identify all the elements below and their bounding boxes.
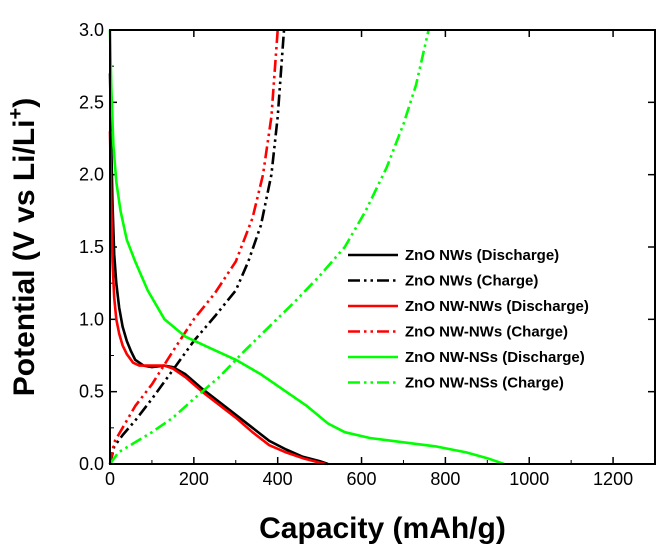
x-tick-label: 400 <box>263 469 293 489</box>
series-lines <box>108 29 505 466</box>
x-tick-label: 1000 <box>509 469 549 489</box>
legend-label: ZnO NW-NSs (Charge) <box>405 375 564 392</box>
legend: ZnO NWs (Discharge) ZnO NWs (Charge) ZnO N… <box>348 247 589 392</box>
x-tick-label: 1200 <box>593 469 633 489</box>
axis-ticks <box>109 29 655 465</box>
x-tick-label: 800 <box>430 469 460 489</box>
legend-label: ZnO NW-NSs (Discharge) <box>405 349 585 366</box>
y-tick-label: 3.0 <box>79 20 104 40</box>
series-line <box>108 29 286 465</box>
legend-label: ZnO NWs (Discharge) <box>405 247 559 264</box>
y-axis-title-superscript: + <box>5 108 27 120</box>
x-axis-title: Capacity (mAh/g) <box>259 512 506 545</box>
x-tick-label: 200 <box>179 469 209 489</box>
y-tick-label: 0.5 <box>79 382 104 402</box>
y-tick-label: 0.0 <box>79 454 104 474</box>
x-tick-label: 0 <box>105 469 115 489</box>
y-axis-title-close: ) <box>8 98 41 108</box>
legend-label: ZnO NW-NWs (Charge) <box>405 324 568 341</box>
y-tick-label: 2.0 <box>79 165 104 185</box>
y-axis-title: Potential (V vs Li/Li+) <box>5 98 41 396</box>
series-line <box>108 29 505 466</box>
legend-label: ZnO NW-NWs (Discharge) <box>405 298 589 315</box>
y-tick-label: 1.5 <box>79 237 104 257</box>
x-tick-label: 600 <box>347 469 377 489</box>
series-line <box>108 131 327 466</box>
y-tick-label: 1.0 <box>79 309 104 329</box>
tick-labels: 0 200 400 600 800 1000 1200 0.0 0.5 1.0 1.5 2.0 2.5 3… <box>79 20 633 489</box>
y-tick-label: 2.5 <box>79 92 104 112</box>
series-line <box>108 29 279 465</box>
y-axis-title-main: Potential (V vs Li/Li <box>8 119 41 396</box>
plot-frame <box>109 29 656 465</box>
series-line <box>108 29 430 465</box>
legend-label: ZnO NWs (Charge) <box>405 273 538 290</box>
